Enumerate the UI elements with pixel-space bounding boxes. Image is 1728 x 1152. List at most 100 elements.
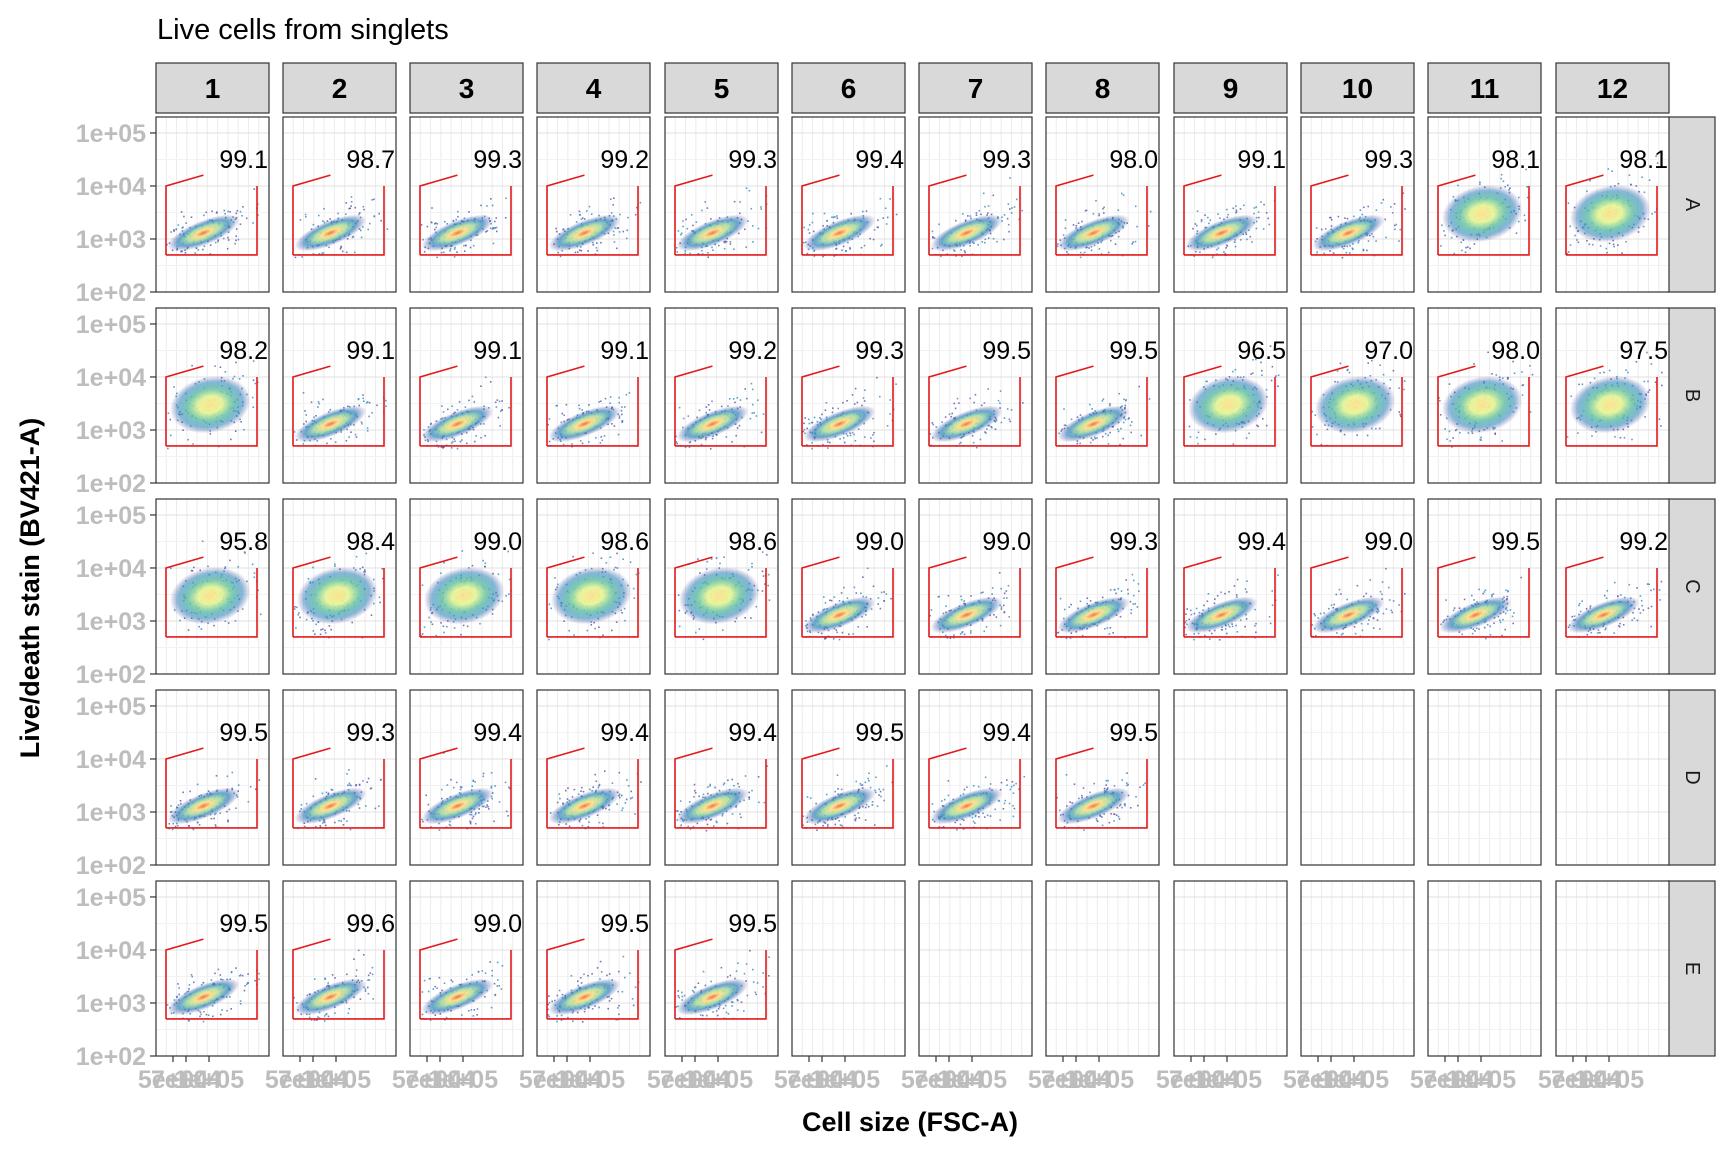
column-strip-label: 10 — [1342, 73, 1373, 104]
gate-outline-right — [1056, 758, 1148, 829]
column-strip-label: 12 — [1597, 73, 1628, 104]
gate-outline-left — [1055, 174, 1094, 255]
cell-density-cloud — [1439, 576, 1522, 640]
facet-panel: 99.3 — [918, 116, 1033, 293]
x-tick-label: 5e+04 — [265, 1066, 335, 1094]
gate-percentage-label: 99.0 — [473, 528, 522, 556]
gate-percentage-label: 99.5 — [1109, 337, 1158, 365]
gate-outline-left — [419, 938, 458, 1019]
y-axis: 1e+02 1e+03 1e+04 1e+05 — [76, 502, 156, 689]
x-tick-label: 7e+04 — [1041, 1066, 1111, 1094]
y-tick-label: 1e+04 — [76, 173, 146, 201]
gate-percentage-label: 98.2 — [219, 337, 268, 365]
cell-density-cloud — [167, 355, 259, 450]
gate-percentage-label: 99.5 — [855, 719, 904, 747]
row-strip-label: C — [1681, 579, 1703, 593]
gate-outline-left — [1310, 365, 1349, 446]
column-strip: 5 — [664, 62, 779, 114]
gate-percentage-label: 98.7 — [346, 146, 395, 174]
gate-outline-right — [1438, 567, 1530, 638]
gate-percentage-label: 98.0 — [1109, 146, 1158, 174]
facet-panel: 99.2 — [536, 116, 651, 293]
gate-percentage-label: 99.5 — [219, 719, 268, 747]
y-tick-label: 1e+02 — [76, 852, 146, 880]
x-tick-label: 1e+05 — [1064, 1066, 1134, 1094]
gate-outline-left — [674, 556, 713, 637]
facet-panel — [791, 880, 906, 1057]
facet-panel: 99.5 — [155, 880, 270, 1057]
y-tick-label: 1e+05 — [76, 311, 146, 339]
x-tick-label: 1e+05 — [1319, 1066, 1389, 1094]
gate-outline-left — [165, 365, 204, 446]
x-tick-label: 5e+04 — [647, 1066, 717, 1094]
gate-percentage-label: 99.4 — [728, 719, 777, 747]
gate-outline-left — [292, 365, 331, 446]
gate-outline-left — [292, 938, 331, 1019]
gate-percentage-label: 99.4 — [473, 719, 522, 747]
gate-outline-right — [675, 376, 767, 447]
y-tick-label: 1e+04 — [76, 364, 146, 392]
panel-grid — [537, 117, 650, 293]
gate-percentage-label: 99.3 — [473, 146, 522, 174]
gate-outline-right — [1184, 376, 1276, 447]
y-axis: 1e+02 1e+03 1e+04 1e+05 — [76, 693, 156, 880]
y-tick-label: 1e+03 — [76, 226, 146, 254]
facet-panel — [1045, 880, 1160, 1057]
x-tick-label: 7e+04 — [914, 1066, 984, 1094]
x-tick-label: 1e+05 — [810, 1066, 880, 1094]
facet-panel: 99.5 — [791, 689, 906, 866]
gate-percentage-label: 99.3 — [728, 146, 777, 174]
gate-outline-right — [1184, 567, 1276, 638]
y-tick-label: 1e+02 — [76, 279, 146, 307]
gate-percentage-label: 98.0 — [1491, 337, 1540, 365]
facet-panel: 99.3 — [409, 116, 524, 293]
cell-density-cloud — [293, 949, 374, 1022]
cell-density-cloud — [294, 769, 382, 831]
facet-panel — [1173, 880, 1288, 1057]
y-tick-label: 1e+02 — [76, 470, 146, 498]
gate-outline-right — [420, 949, 512, 1020]
facet-panel: 98.2 — [155, 307, 270, 484]
column-strip: 11 — [1427, 62, 1542, 114]
facet-panel — [1300, 880, 1415, 1057]
x-tick-label: 1e+05 — [937, 1066, 1007, 1094]
x-tick-label: 7e+04 — [1423, 1066, 1493, 1094]
gate-outline-right — [1566, 185, 1658, 256]
gate-outline-right — [293, 185, 385, 256]
cell-density-cloud — [166, 188, 259, 255]
gate-outline-right — [802, 376, 894, 447]
cell-density-cloud — [294, 196, 389, 259]
facet-panel — [1555, 880, 1670, 1057]
gate-outline-right — [293, 758, 385, 829]
facet-panel: 98.4 — [282, 498, 397, 675]
cell-density-cloud — [421, 376, 510, 450]
row-strip: E — [1667, 880, 1716, 1057]
gate-outline-right — [293, 376, 385, 447]
y-tick-label: 1e+05 — [76, 120, 146, 148]
panel-grid — [792, 308, 905, 484]
gate-percentage-label: 99.2 — [1619, 528, 1668, 556]
cell-density-cloud — [1566, 155, 1659, 255]
gate-percentage-label: 99.3 — [1109, 528, 1158, 556]
gate-percentage-label: 97.5 — [1619, 337, 1668, 365]
facet-panel: 99.4 — [536, 689, 651, 866]
x-tick-label: 7e+04 — [151, 1066, 221, 1094]
gate-outline-left — [1310, 556, 1349, 637]
gate-outline-right — [547, 376, 639, 447]
gate-outline-right — [929, 376, 1021, 447]
y-tick-label: 1e+05 — [76, 884, 146, 912]
facet-panel — [1173, 689, 1288, 866]
cell-density-cloud — [420, 197, 507, 259]
cell-density-cloud — [421, 961, 504, 1022]
row-strip: B — [1667, 307, 1716, 484]
facet-panel: 98.6 — [536, 498, 651, 675]
gate-outline-left — [1565, 365, 1604, 446]
facet-panel: 99.3 — [282, 689, 397, 866]
column-strips: 1 2 3 4 5 6 7 8 9 10 11 12 — [155, 62, 1670, 114]
gate-percentage-label: 99.0 — [982, 528, 1031, 556]
cell-density-cloud — [1438, 351, 1534, 448]
